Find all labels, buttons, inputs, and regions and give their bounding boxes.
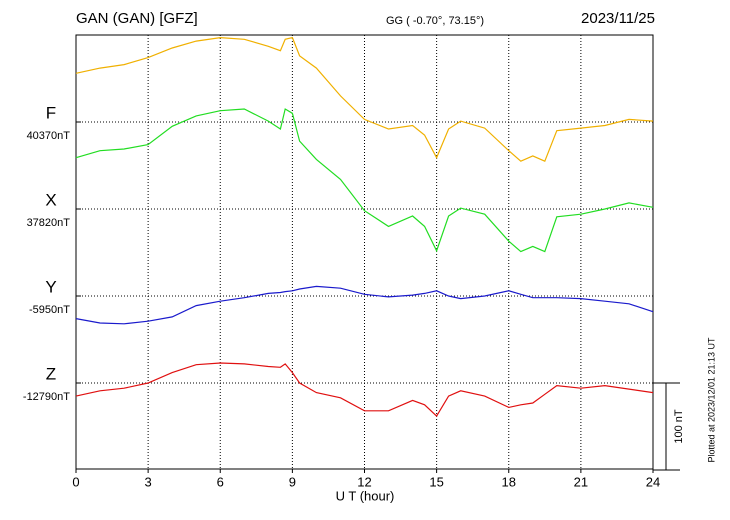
series-name: Y [45, 277, 56, 296]
x-axis-label: U T (hour) [336, 488, 395, 503]
baseline-label: 37820nT [27, 217, 71, 229]
x-tick-label: 9 [289, 474, 296, 489]
x-tick-label: 21 [574, 474, 588, 489]
chart-title: GAN (GAN) [GFZ] [76, 10, 198, 27]
series-line [75, 36, 654, 163]
baseline-label: 40370nT [27, 130, 71, 142]
baseline-label: -12790nT [23, 391, 70, 403]
x-tick-label: 6 [217, 474, 224, 489]
x-tick-label: 15 [429, 474, 443, 489]
series-name: X [45, 190, 56, 209]
x-tick-label: 0 [72, 474, 79, 489]
x-tick-label: 12 [357, 474, 371, 489]
series-name: F [46, 103, 56, 122]
baseline-label: -5950nT [29, 304, 70, 316]
chart-date: 2023/11/25 [581, 10, 655, 27]
footnote: Plotted at 2023/12/01 21:13 UT [706, 337, 716, 463]
series-line [75, 362, 654, 418]
chart-subtitle: GG ( -0.70°, 73.15°) [386, 15, 484, 27]
series-name: Z [46, 364, 56, 383]
series-line [75, 108, 654, 253]
x-tick-label: 18 [502, 474, 516, 489]
scale-label: 100 nT [673, 409, 685, 444]
x-tick-label: 3 [145, 474, 152, 489]
series-line [75, 285, 654, 325]
x-tick-label: 24 [646, 474, 660, 489]
